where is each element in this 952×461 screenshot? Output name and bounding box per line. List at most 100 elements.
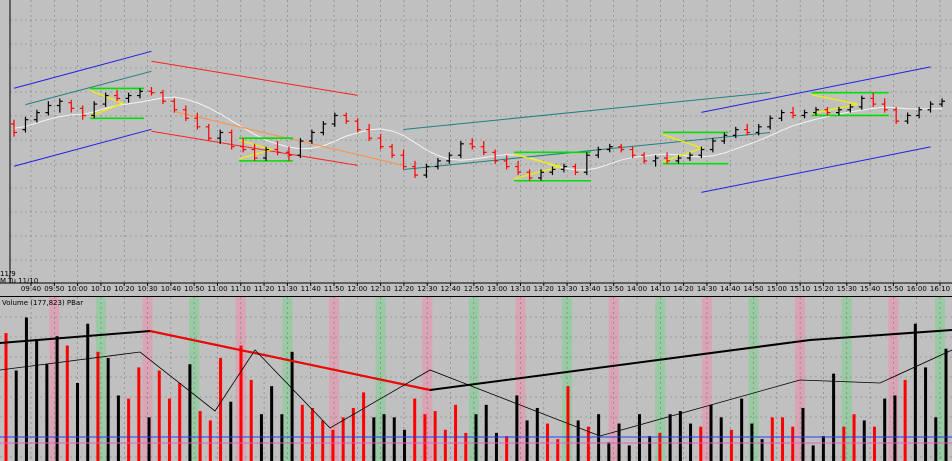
volume-bar	[781, 417, 785, 461]
time-axis: 09:40 09:50 10:00 10:10 10:20 10:30 10:40 10:50…	[21, 283, 950, 293]
time-tick-label: 15:10	[790, 285, 810, 293]
volume-bar	[55, 336, 59, 461]
time-tick-label: 15:40	[860, 285, 880, 293]
volume-bar	[423, 414, 427, 461]
volume-bar	[45, 364, 49, 461]
time-tick-label: 13:10	[510, 285, 530, 293]
volume-bar	[14, 370, 18, 461]
time-tick-label: 15:30	[837, 285, 857, 293]
volume-bar	[872, 426, 876, 461]
volume-bar	[729, 429, 733, 461]
volume-bar	[627, 445, 631, 461]
panel-divider	[0, 296, 952, 297]
volume-bar	[883, 398, 887, 461]
volume-bar	[259, 414, 263, 461]
volume-bar	[607, 442, 611, 461]
time-tick-label: 13:50	[604, 285, 624, 293]
volume-bar	[96, 351, 100, 461]
volume-bar	[65, 345, 69, 461]
volume-bar	[372, 417, 376, 461]
volume-bar	[913, 323, 917, 461]
volume-bars	[4, 317, 948, 461]
time-tick-label: 13:30	[557, 285, 577, 293]
volume-bar	[648, 436, 652, 461]
time-tick-label: 14:10	[650, 285, 670, 293]
volume-bar	[546, 423, 550, 461]
volume-bar	[709, 404, 713, 461]
volume-bar	[689, 423, 693, 461]
volume-bar	[464, 432, 468, 461]
volume-bar	[178, 383, 182, 461]
volume-bar	[311, 407, 315, 461]
volume-bar	[157, 370, 161, 461]
volume-bar	[280, 414, 284, 461]
consolidation-box-4-triangle	[662, 133, 705, 163]
volume-bar	[719, 417, 723, 461]
time-tick-label: 12:00	[347, 285, 367, 293]
volume-zigzag-thin	[0, 349, 952, 437]
price-bars	[11, 87, 945, 181]
volume-bar	[924, 367, 928, 461]
volume-bar	[392, 417, 396, 461]
volume-bar	[127, 398, 131, 461]
volume-bar	[637, 414, 641, 461]
volume-bar	[474, 414, 478, 461]
volume-bar	[842, 426, 846, 461]
price-overlays	[13, 50, 942, 193]
volume-bar	[116, 395, 120, 461]
volume-bar	[852, 414, 856, 461]
volume-bar	[443, 429, 447, 461]
time-tick-label: 10:50	[184, 285, 204, 293]
volume-bar	[76, 383, 80, 461]
volume-bar	[791, 426, 795, 461]
volume-bar	[760, 439, 764, 461]
time-tick-label: 12:20	[394, 285, 414, 293]
date-label-2: M Tu 11/10	[0, 277, 38, 285]
volume-bar	[811, 445, 815, 461]
time-tick-label: 12:50	[464, 285, 484, 293]
time-tick-label: 13:00	[487, 285, 507, 293]
price-grid	[10, 0, 952, 283]
time-tick-label: 13:40	[580, 285, 600, 293]
volume-bar	[903, 379, 907, 461]
volume-bar	[331, 429, 335, 461]
time-tick-label: 09:50	[44, 285, 64, 293]
time-tick-label: 10:30	[137, 285, 157, 293]
volume-bar	[678, 411, 682, 461]
volume-bar	[290, 351, 294, 461]
volume-bar	[270, 386, 274, 461]
time-tick-label: 15:50	[883, 285, 903, 293]
volume-bar	[934, 417, 938, 461]
time-tick-label: 14:20	[674, 285, 694, 293]
time-tick-label: 10:00	[68, 285, 88, 293]
volume-bar	[239, 345, 243, 461]
time-tick-label: 16:10	[930, 285, 950, 293]
volume-bar	[402, 429, 406, 461]
volume-bar	[208, 420, 212, 461]
time-tick-label: 09:40	[21, 285, 41, 293]
volume-bar	[617, 423, 621, 461]
price-panel-bg	[0, 0, 952, 283]
volume-bar	[821, 436, 825, 461]
volume-panel: Volume (177,823) PBar	[0, 297, 952, 461]
volume-bar	[893, 395, 897, 461]
volume-bar	[433, 411, 437, 461]
volume-bar	[147, 417, 151, 461]
time-tick-label: 15:20	[813, 285, 833, 293]
time-tick-label: 13:20	[534, 285, 554, 293]
volume-bar	[801, 407, 805, 461]
down-channel-upper	[151, 60, 358, 96]
volume-bar	[35, 339, 39, 461]
volume-bar	[198, 411, 202, 461]
time-tick-label: 11:20	[254, 285, 274, 293]
volume-bar	[944, 348, 948, 461]
volume-bar	[106, 358, 110, 461]
volume-bar	[4, 333, 8, 461]
volume-bar	[862, 420, 866, 461]
time-tick-label: 11:00	[207, 285, 227, 293]
time-tick-label: 14:50	[743, 285, 763, 293]
time-tick-label: 14:30	[697, 285, 717, 293]
volume-panel-title: Volume (177,823) PBar	[2, 299, 83, 307]
moving-average-line	[13, 96, 942, 171]
volume-bar	[321, 420, 325, 461]
